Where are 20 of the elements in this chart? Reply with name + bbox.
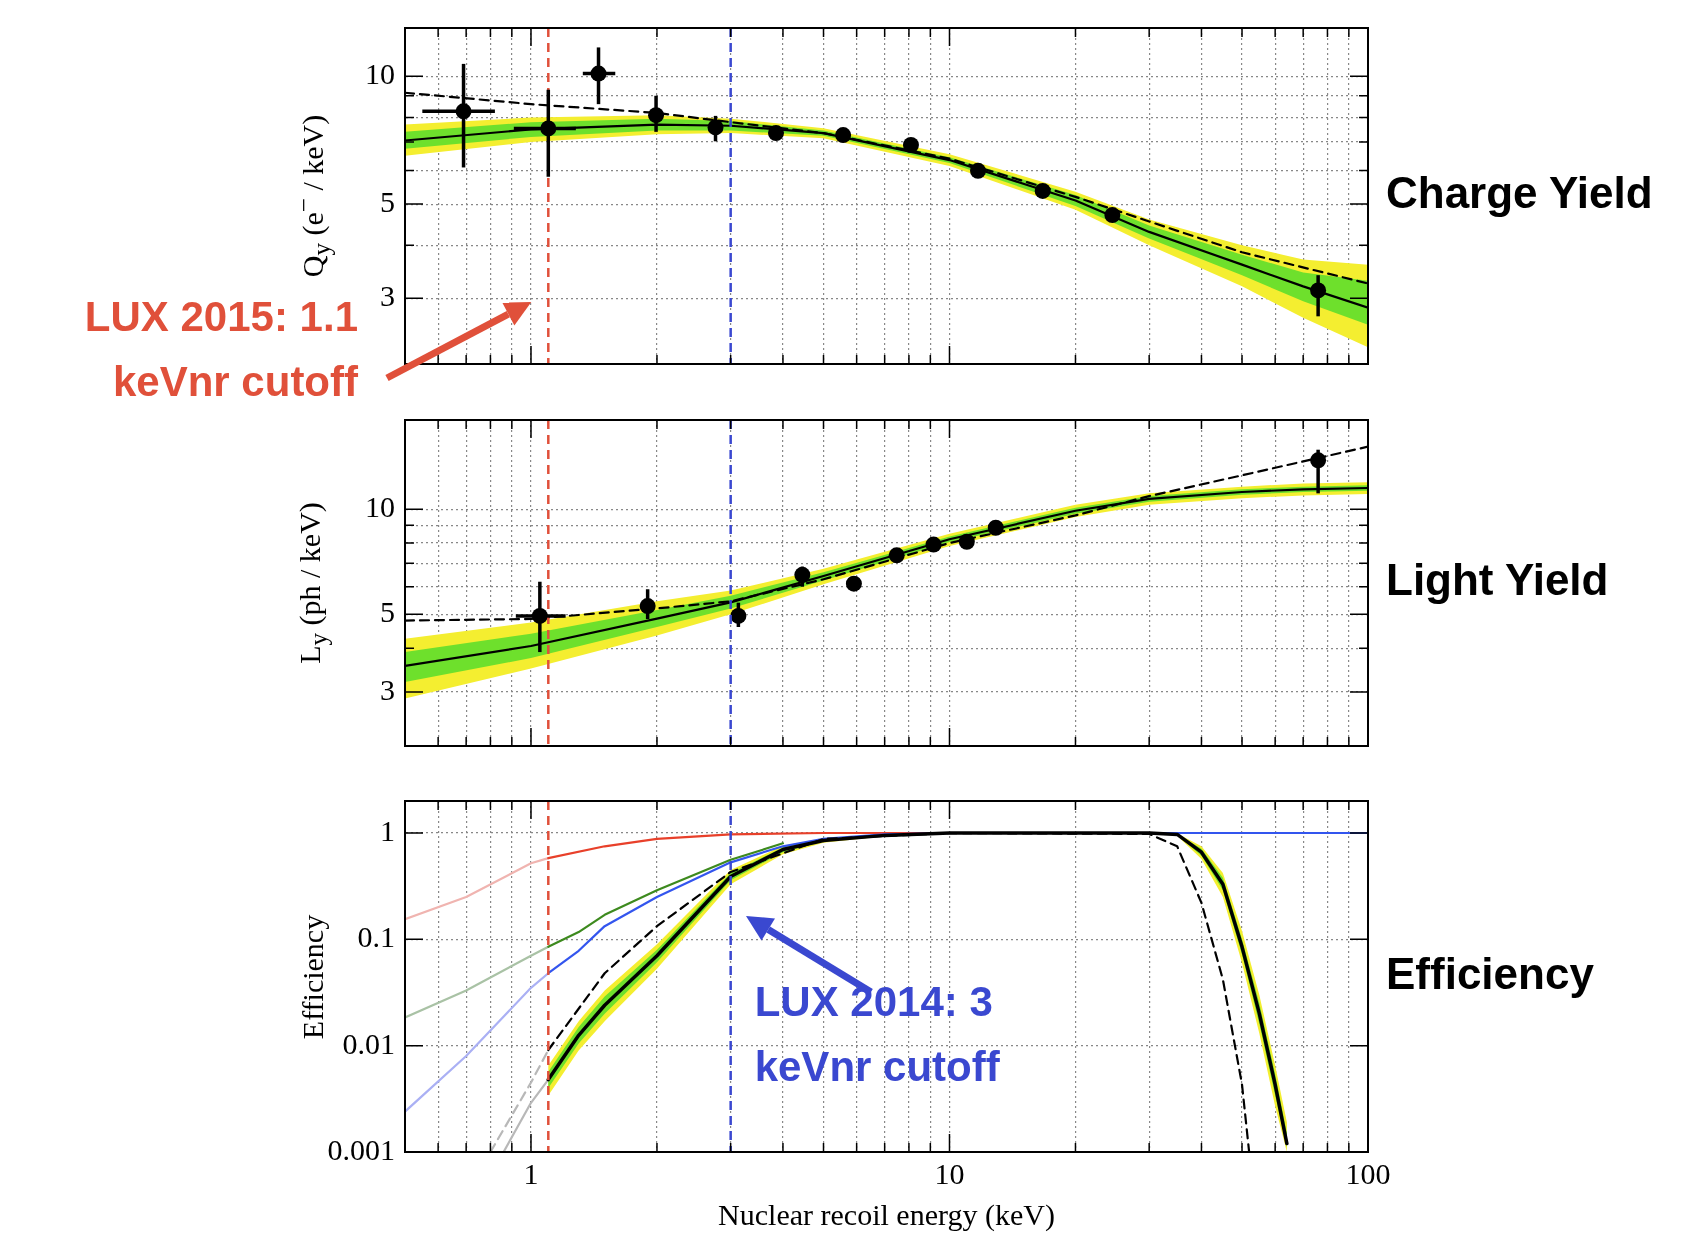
y-tick-label: 0.01: [342, 1026, 395, 1060]
y-tick-label: 3: [380, 672, 395, 706]
x-tick-label: 100: [1345, 1156, 1391, 1190]
y-tick-label: 0.1: [357, 920, 395, 954]
y-tick-label: 10: [365, 57, 395, 91]
y-tick-label: 5: [380, 184, 395, 218]
y-axis-title: Efficiency: [296, 914, 330, 1039]
y-tick-label: 0.001: [327, 1132, 395, 1166]
text: Light Yield: [1386, 555, 1609, 605]
x-tick-label: 10: [934, 1156, 965, 1190]
text: Efficiency: [1386, 948, 1594, 999]
y-tick-label: 1: [380, 813, 395, 847]
ref-line-label: LUX 2014: 3 keVnr cutoff: [754, 977, 1001, 1093]
ref-line-label: LUX 2015: 1.1 keVnr cutoff: [83, 292, 358, 408]
y-tick-label: 5: [380, 595, 395, 629]
y-tick-label: 10: [365, 490, 395, 524]
x-axis-title: Nuclear recoil energy (keV): [718, 1197, 1055, 1232]
x-tick-label: 1: [523, 1156, 539, 1190]
y-tick-label: 3: [380, 279, 395, 313]
text: Charge Yield: [1386, 168, 1653, 218]
